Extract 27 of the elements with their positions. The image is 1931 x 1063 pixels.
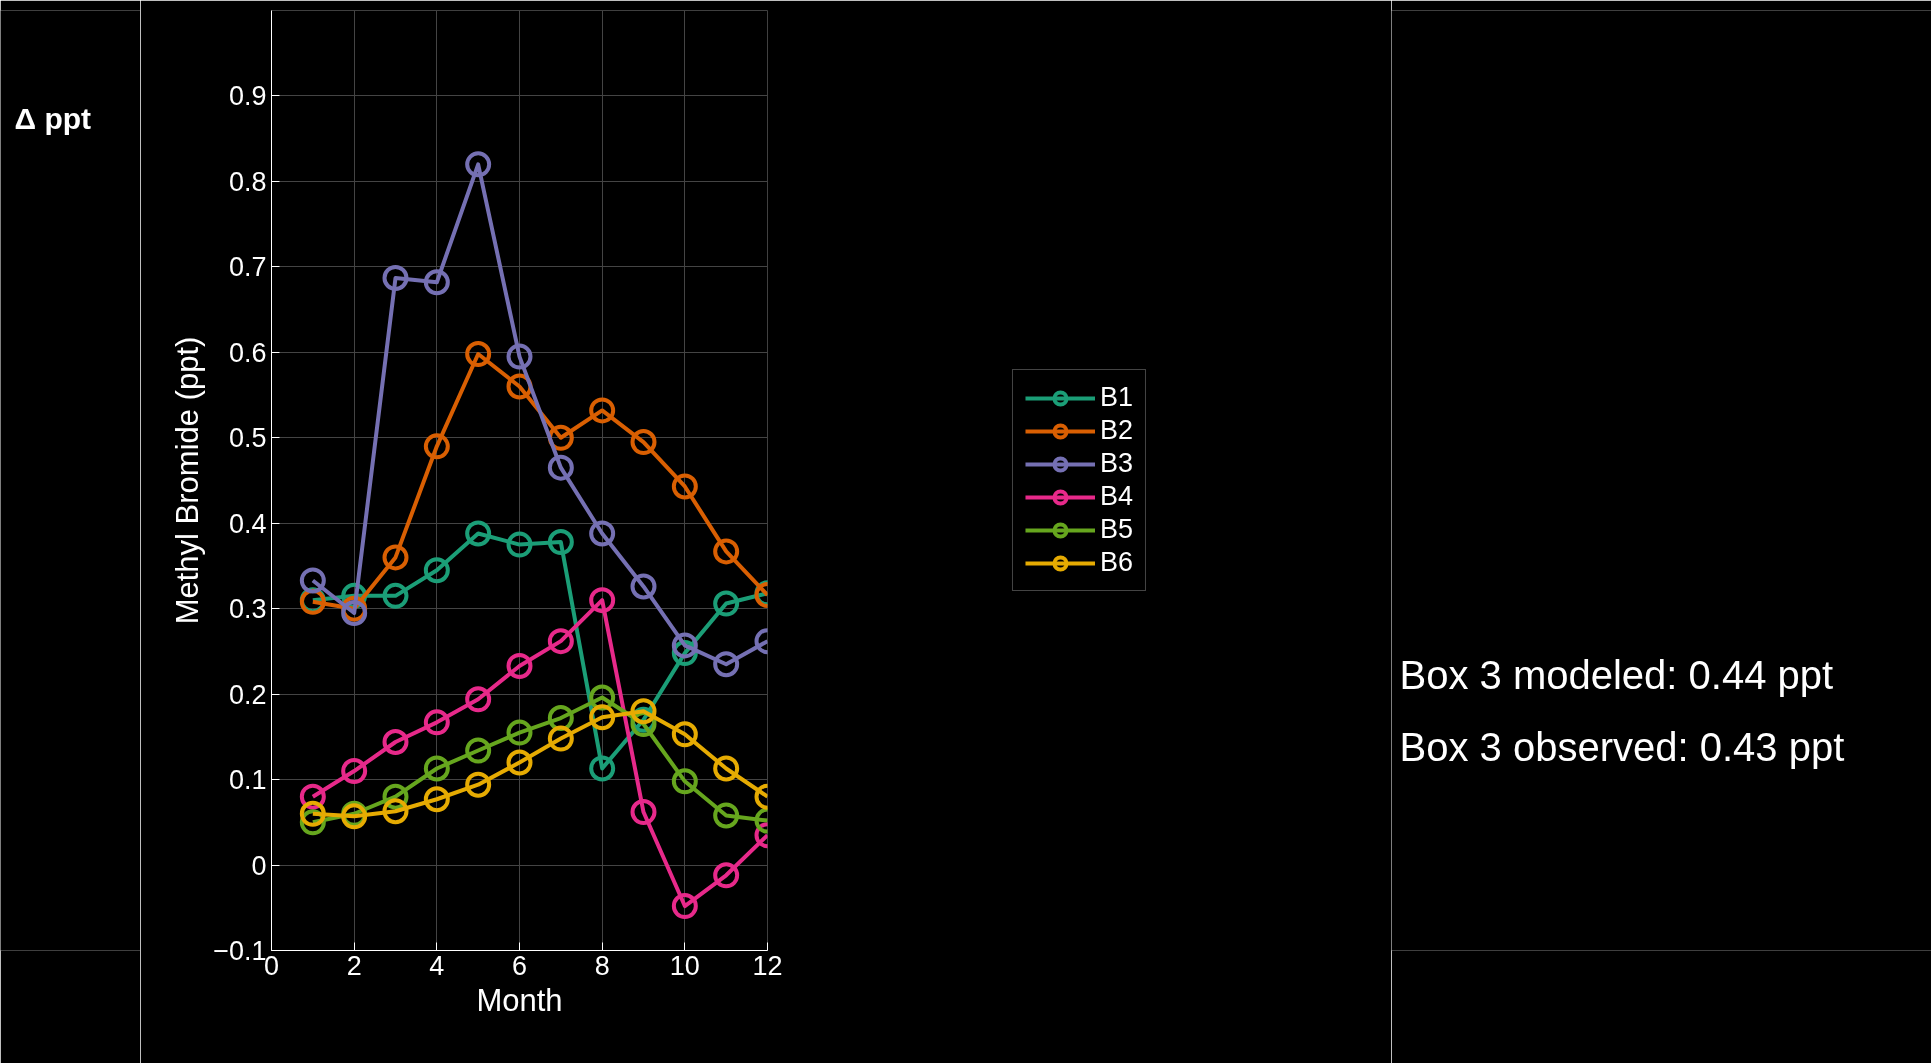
text: Δ ppt bbox=[14, 102, 92, 135]
y-tick-label: 0.7 bbox=[228, 252, 267, 283]
legend-label: B3 bbox=[1099, 448, 1134, 479]
y-tick-label: 0 bbox=[251, 850, 267, 881]
y-axis-title: Methyl Bromide (ppt) bbox=[170, 336, 206, 625]
x-tick-label: 8 bbox=[594, 950, 610, 981]
legend-label: B5 bbox=[1099, 514, 1134, 545]
x-tick-label: 10 bbox=[669, 950, 700, 981]
text: Box 3 observed: 0.43 ppt bbox=[1399, 724, 1845, 769]
legend-label: B4 bbox=[1099, 481, 1134, 512]
legend-label: B6 bbox=[1099, 547, 1134, 578]
x-tick-label: 2 bbox=[346, 950, 362, 981]
x-tick-label: 4 bbox=[429, 950, 445, 981]
y-tick-label: 0.2 bbox=[228, 679, 267, 710]
y-tick-label: 0.3 bbox=[228, 594, 267, 625]
y-tick-label: 0.5 bbox=[228, 423, 267, 454]
legend-label: B2 bbox=[1099, 415, 1134, 446]
x-tick-label: 6 bbox=[511, 950, 528, 981]
y-tick-label: 0.6 bbox=[228, 337, 267, 368]
y-tick-label: 0.4 bbox=[228, 508, 267, 539]
legend-label: B1 bbox=[1099, 382, 1134, 413]
y-tick-label: 0.9 bbox=[228, 81, 267, 112]
text: Box 3 modeled: 0.44 ppt bbox=[1399, 652, 1834, 697]
y-tick-label: 0.1 bbox=[228, 765, 267, 796]
x-axis-title: Month bbox=[476, 982, 563, 1018]
x-tick-label: 12 bbox=[752, 950, 783, 981]
y-tick-label: 0.8 bbox=[228, 166, 267, 197]
